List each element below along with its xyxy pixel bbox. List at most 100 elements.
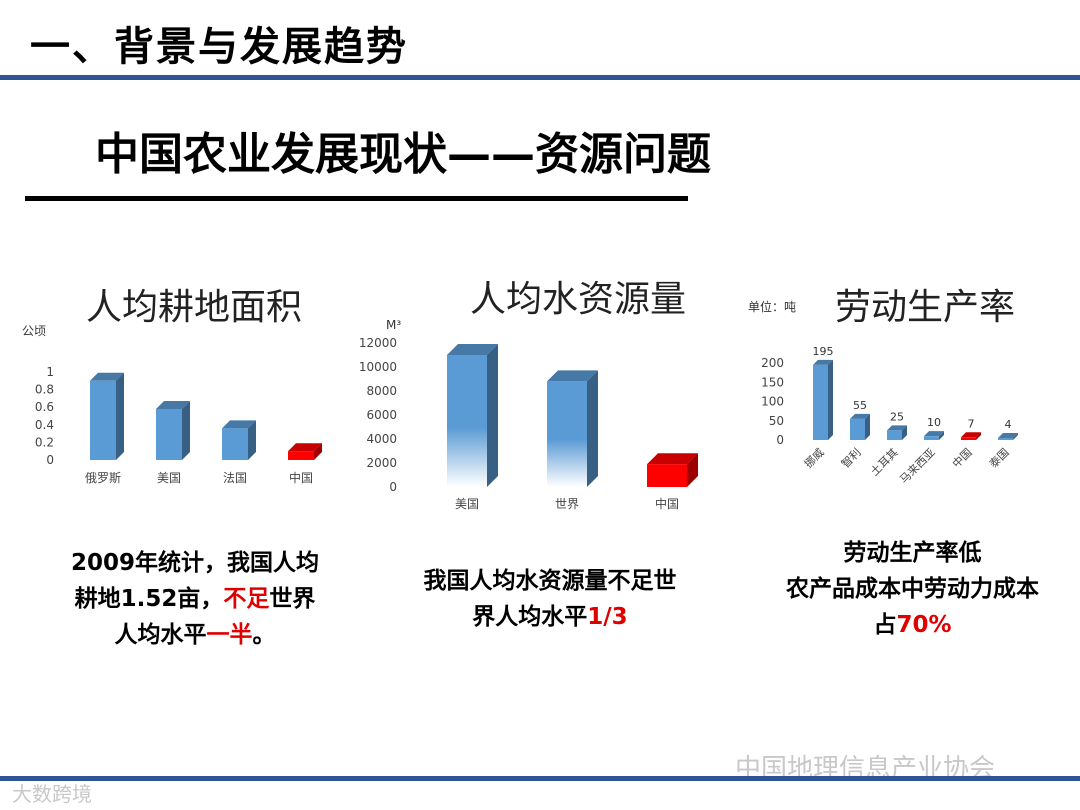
y-tick-label: 12000 xyxy=(359,336,397,350)
bar-土耳其 xyxy=(887,425,907,440)
bar-side-face xyxy=(116,372,124,460)
caption-line: 界人均水平1/3 xyxy=(472,604,628,630)
bar-top-face xyxy=(647,453,698,465)
bar-top-face xyxy=(90,372,124,381)
bar-top-face xyxy=(288,443,322,452)
bar-front-face xyxy=(222,428,248,460)
data-label: 55 xyxy=(853,399,867,412)
bar-side-face xyxy=(314,443,322,460)
bar-top-face xyxy=(156,400,190,409)
y-tick-label: 0.4 xyxy=(35,418,54,432)
bar-top-face xyxy=(887,425,907,431)
data-label: 10 xyxy=(927,416,941,429)
bar-top-face xyxy=(998,433,1018,438)
category-label: 世界 xyxy=(555,497,579,511)
bar-top-face xyxy=(924,431,944,437)
bar-front-face xyxy=(547,381,587,487)
bar-美国 xyxy=(447,344,498,487)
category-label: 法国 xyxy=(223,471,247,485)
data-label: 25 xyxy=(890,410,904,423)
caption-line: 农产品成本中劳动力成本 xyxy=(786,576,1039,602)
bar-side-face xyxy=(248,420,256,460)
bar-side-face xyxy=(182,400,190,460)
category-label: 中国 xyxy=(289,470,313,485)
y-tick-label: 8000 xyxy=(366,384,397,398)
caption-line: 劳动生产率低 xyxy=(843,540,982,566)
y-tick-label: 2000 xyxy=(366,456,397,470)
y-tick-label: 0 xyxy=(46,453,54,467)
bar-side-face xyxy=(828,359,833,440)
category-label: 土耳其 xyxy=(868,446,901,479)
bar-法国 xyxy=(222,420,256,460)
y-tick-label: 0 xyxy=(776,433,784,447)
caption-line: 人均水平一半。 xyxy=(114,622,276,648)
bar-top-face xyxy=(547,370,598,382)
chart-title-water: 人均水资源量 xyxy=(470,279,687,320)
bar-top-face xyxy=(447,344,498,355)
bar-top-face xyxy=(222,420,256,429)
bar-front-face xyxy=(447,355,487,487)
bar-泰国 xyxy=(998,433,1018,440)
bar-front-face xyxy=(998,438,1013,440)
data-label: 4 xyxy=(1005,418,1012,431)
bar-front-face xyxy=(924,436,939,440)
bar-front-face xyxy=(90,380,116,460)
chart-title-farmland: 人均耕地面积 xyxy=(86,287,303,328)
category-label: 美国 xyxy=(455,497,479,511)
bar-俄罗斯 xyxy=(90,372,124,460)
data-label: 195 xyxy=(813,345,834,358)
bar-中国 xyxy=(961,432,981,440)
bar-side-face xyxy=(1013,433,1018,440)
y-tick-label: 0.8 xyxy=(35,383,54,397)
y-tick-label: 200 xyxy=(761,356,784,370)
chart-water: 12000 10000 8000 6000 4000 2000 0 美国 世界 中国 xyxy=(359,336,698,511)
section-title: 中国农业发展现状——资源问题 xyxy=(95,129,711,180)
bar-top-face xyxy=(850,413,870,419)
caption-line: 耕地1.52亩，不足世界 xyxy=(74,586,316,612)
bar-front-face xyxy=(288,451,314,460)
unit-label-farmland: 公顷 xyxy=(22,324,47,338)
y-tick-label: 0.6 xyxy=(35,400,54,414)
unit-label-water: M³ xyxy=(386,318,402,332)
bar-top-face xyxy=(813,359,833,365)
bar-side-face xyxy=(976,432,981,440)
bar-side-face xyxy=(939,431,944,440)
bar-side-face xyxy=(902,425,907,440)
y-tick-label: 0 xyxy=(389,480,397,494)
section-underline xyxy=(25,196,688,201)
unit-label-labor: 单位：吨 xyxy=(748,300,797,314)
bar-front-face xyxy=(961,437,976,440)
category-label: 中国 xyxy=(655,496,679,511)
category-label: 智利 xyxy=(838,445,863,470)
y-tick-label: 6000 xyxy=(366,408,397,422)
bar-front-face xyxy=(647,464,687,487)
bar-side-face xyxy=(587,370,598,487)
chart-title-labor: 劳动生产率 xyxy=(835,287,1016,328)
bar-front-face xyxy=(887,430,902,440)
caption-line: 我国人均水资源量不足世 xyxy=(423,568,677,594)
bar-side-face xyxy=(865,413,870,440)
category-label: 中国 xyxy=(950,446,975,471)
caption-water: 我国人均水资源量不足世 界人均水平1/3 xyxy=(395,563,705,635)
top-divider xyxy=(0,75,1080,80)
caption-farmland: 2009年统计，我国人均 耕地1.52亩，不足世界 人均水平一半。 xyxy=(45,545,345,653)
y-tick-label: 100 xyxy=(761,395,784,409)
bar-front-face xyxy=(813,364,828,440)
bar-top-face xyxy=(961,432,981,438)
bar-side-face xyxy=(487,344,498,487)
category-label: 挪威 xyxy=(801,445,826,470)
bar-front-face xyxy=(850,418,865,440)
data-label: 7 xyxy=(968,417,975,430)
y-tick-label: 10000 xyxy=(359,360,397,374)
caption-labor: 劳动生产率低 农产品成本中劳动力成本 占70% xyxy=(760,535,1065,643)
chart-labor: 200 150 100 50 0 195 挪威 55 智利 25 土耳其 10 马来西亚 7 中国 4 泰国 xyxy=(761,345,1018,486)
caption-line: 占70% xyxy=(873,612,952,638)
bar-世界 xyxy=(547,370,598,487)
category-label: 美国 xyxy=(157,471,181,485)
bar-中国 xyxy=(288,443,322,460)
page-heading: 一、背景与发展趋势 xyxy=(30,24,408,70)
bar-中国 xyxy=(647,453,698,487)
category-label: 俄罗斯 xyxy=(85,471,121,485)
chart-farmland: 1 0.8 0.6 0.4 0.2 0 俄罗斯 美国 法国 中国 xyxy=(35,365,322,485)
bottom-divider xyxy=(0,776,1080,781)
